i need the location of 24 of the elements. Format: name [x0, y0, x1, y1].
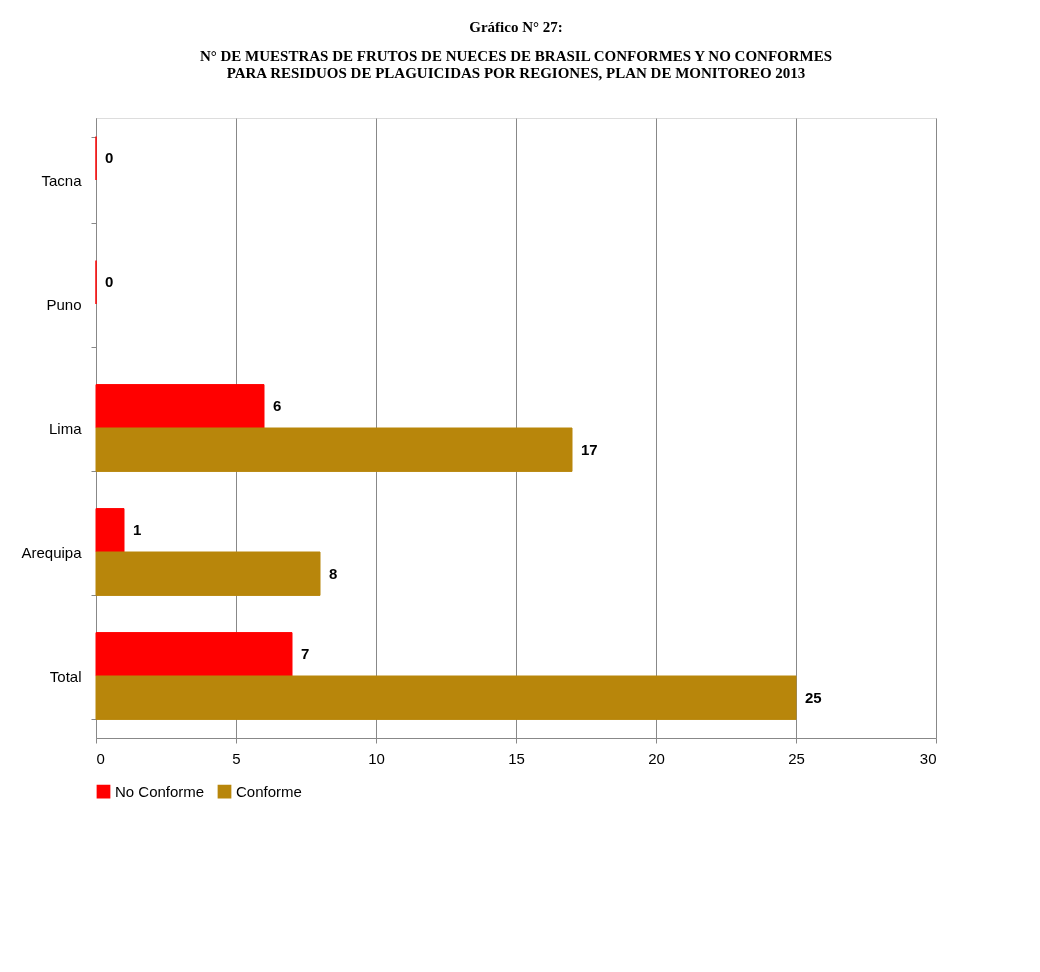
legend-label: Conforme [236, 782, 302, 800]
chart-subtitle: N° DE MUESTRAS DE FRUTOS DE NUECES DE BRASIL CONFORMES Y NO CONFORMES PARA RESIDUOS DE PLAGUICIDAS POR REGIONES, PLAN DE MONITOREO 2013 [199, 48, 833, 81]
y-tick-label: Lima [48, 419, 83, 437]
data-label: 1 [133, 521, 142, 539]
data-label: 7 [301, 645, 310, 663]
x-tick-label: 0 [96, 749, 105, 767]
x-tick-label: 15 [508, 749, 525, 767]
y-tick-label: Arequipa [21, 543, 83, 561]
y-tick-label: Tacna [41, 171, 83, 189]
data-label: 25 [805, 688, 822, 706]
legend-label: No Conforme [115, 782, 205, 800]
data-label: 8 [329, 564, 338, 582]
y-tick-label: Total [49, 667, 82, 685]
y-tick-label: Puno [46, 295, 82, 313]
x-tick-label: 10 [368, 749, 385, 767]
x-tick-label: 25 [788, 749, 805, 767]
data-label: 0 [105, 273, 114, 291]
x-tick-label: 30 [919, 749, 937, 767]
data-label: 17 [581, 440, 598, 458]
chart-title: Gráfico N° 27: [469, 19, 563, 35]
data-label: 6 [273, 397, 282, 415]
data-label: 0 [105, 149, 114, 167]
x-tick-label: 5 [232, 749, 241, 767]
x-tick-label: 20 [648, 749, 665, 767]
